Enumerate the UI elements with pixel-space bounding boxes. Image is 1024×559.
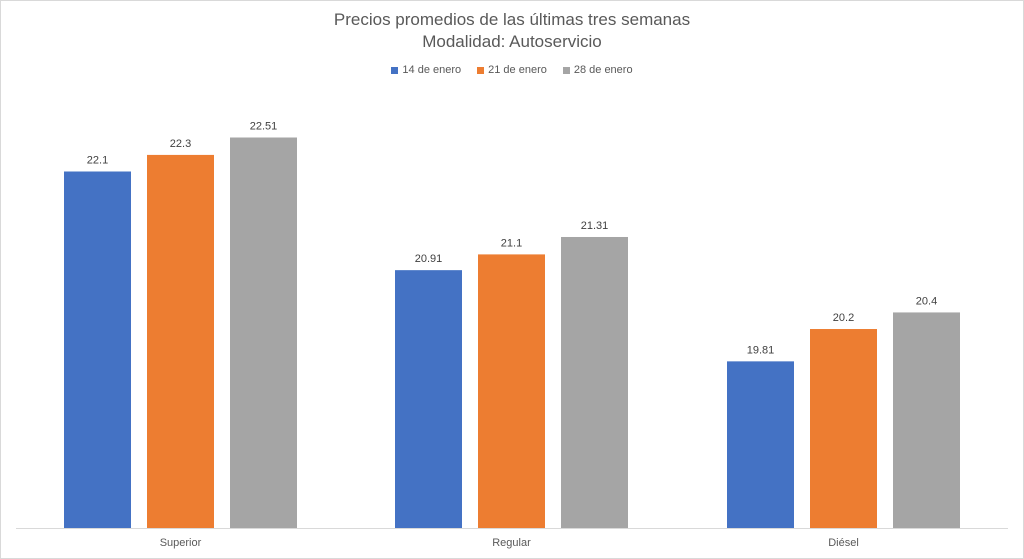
data-label: 19.81 xyxy=(747,344,775,356)
data-label: 22.3 xyxy=(170,138,191,150)
bar-superior-series-1 xyxy=(64,171,131,529)
legend-item-series-2: 21 de enero xyxy=(477,64,547,76)
legend-item-series-3: 28 de enero xyxy=(562,64,633,76)
chart-title-block: Precios promedios de las últimas tres se… xyxy=(0,9,1024,53)
data-label: 22.1 xyxy=(87,154,108,166)
bar-disel-series-3 xyxy=(893,312,960,528)
legend-item-series-1: 14 de enero xyxy=(391,64,461,76)
bar-regular-series-2 xyxy=(478,254,545,528)
bar-superior-series-3 xyxy=(230,137,297,528)
x-tick-label: Diésel xyxy=(828,537,859,549)
x-tick-label: Regular xyxy=(492,537,531,549)
legend-swatch-series-2 xyxy=(477,66,485,74)
legend-label-series-3: 28 de enero xyxy=(573,64,633,76)
data-label: 20.4 xyxy=(916,295,937,307)
chart-legend: 14 de enero 21 de enero 28 de enero xyxy=(0,64,1024,76)
data-label: 22.51 xyxy=(250,121,278,133)
bar-disel-series-2 xyxy=(810,329,877,528)
data-label: 21.31 xyxy=(581,220,609,232)
chart-subtitle: Modalidad: Autoservicio xyxy=(422,32,602,51)
data-label: 20.2 xyxy=(833,312,854,324)
legend-label-series-1: 14 de enero xyxy=(402,64,462,76)
data-label: 21.1 xyxy=(501,237,522,249)
bar-regular-series-1 xyxy=(395,270,462,528)
bar-disel-series-1 xyxy=(727,361,794,528)
bar-regular-series-3 xyxy=(561,236,628,528)
bar-superior-series-2 xyxy=(147,154,214,528)
legend-swatch-series-3 xyxy=(562,66,570,74)
chart-title: Precios promedios de las últimas tres se… xyxy=(333,10,691,29)
data-label: 20.91 xyxy=(415,253,443,265)
legend-label-series-2: 21 de enero xyxy=(488,64,547,76)
x-tick-label: Superior xyxy=(160,537,202,549)
legend-swatch-series-1 xyxy=(391,66,399,74)
